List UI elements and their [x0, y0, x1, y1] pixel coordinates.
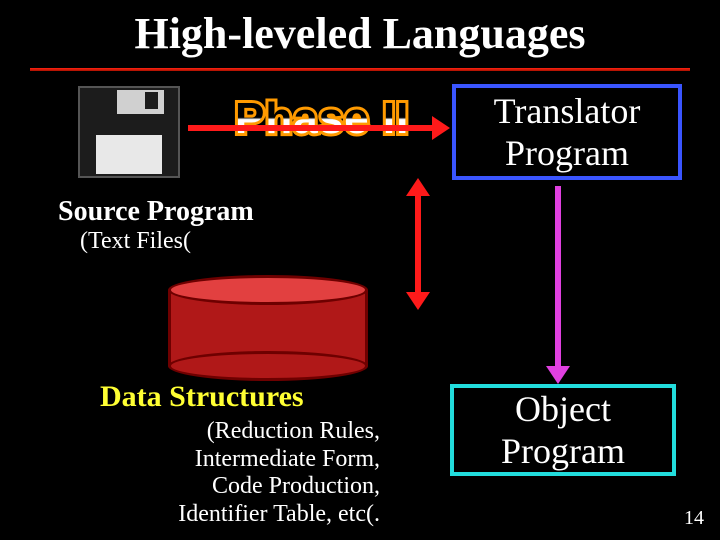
source-caption: Source Program (Text Files( — [58, 196, 254, 255]
source-caption-line2: (Text Files( — [80, 228, 254, 255]
data-structures-line3: Code Production, — [60, 473, 380, 501]
arrow-translator-to-object-head — [546, 366, 570, 384]
data-structures-line1: (Reduction Rules, — [60, 418, 380, 446]
arrow-translator-to-object — [555, 186, 561, 368]
arrow-floppy-to-translator — [188, 125, 434, 131]
data-cylinder-top — [168, 275, 368, 305]
data-structures-title: Data Structures — [100, 380, 304, 414]
object-box: Object Program — [450, 384, 676, 476]
arrow-translator-cylinder-head-up — [406, 178, 430, 196]
object-line2: Program — [501, 430, 625, 472]
translator-line2: Program — [505, 132, 629, 174]
floppy-icon — [78, 86, 180, 178]
data-structures-subtext: (Reduction Rules, Intermediate Form, Cod… — [60, 418, 380, 528]
object-line1: Object — [515, 388, 611, 430]
data-cylinder-bottom — [168, 351, 368, 381]
data-structures-line4: Identifier Table, etc(. — [60, 501, 380, 529]
slide-title: High-leveled Languages — [0, 8, 720, 59]
slide-title-text: High-leveled Languages — [134, 9, 585, 58]
slide-number: 14 — [684, 507, 704, 530]
data-structures-line2: Intermediate Form, — [60, 446, 380, 474]
arrow-floppy-to-translator-head — [432, 116, 450, 140]
translator-line1: Translator — [494, 90, 641, 132]
translator-box: Translator Program — [452, 84, 682, 180]
arrow-translator-cylinder — [415, 192, 421, 292]
arrow-translator-cylinder-head-down — [406, 292, 430, 310]
floppy-shutter — [117, 90, 164, 114]
title-underline — [30, 68, 690, 71]
floppy-label — [96, 135, 161, 174]
source-caption-line1: Source Program — [58, 196, 254, 228]
data-cylinder — [168, 290, 368, 366]
phase-label: Phase II Phase II — [235, 94, 409, 144]
phase-label-fill: Phase II — [235, 94, 409, 143]
